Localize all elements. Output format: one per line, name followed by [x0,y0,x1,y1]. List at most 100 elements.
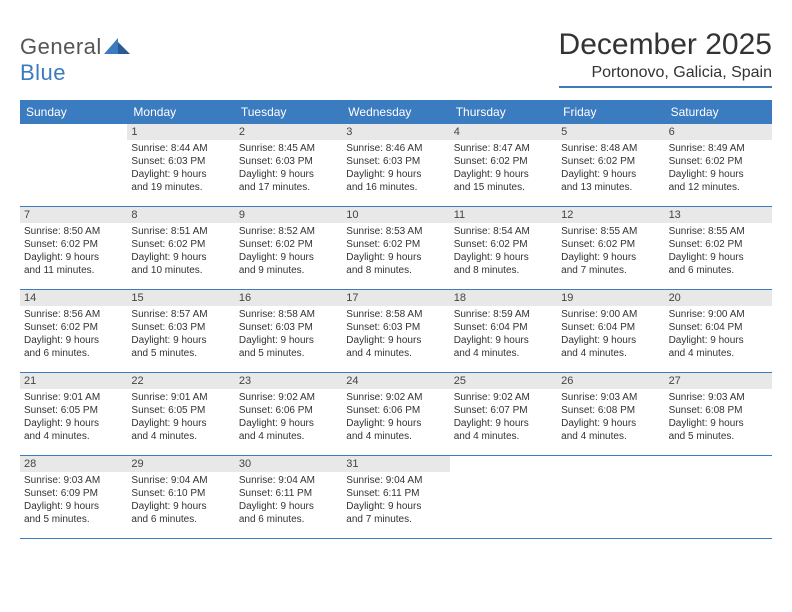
day-cell: 8Sunrise: 8:51 AMSunset: 6:02 PMDaylight… [127,207,234,285]
day-number: 4 [450,124,557,140]
day-number: 14 [20,290,127,306]
day-info-line: Daylight: 9 hours [561,168,660,181]
dow-thursday: Thursday [450,100,557,124]
brand-word2: Blue [20,60,66,85]
day-info-line: Sunrise: 9:02 AM [239,391,338,404]
day-number: 24 [342,373,449,389]
day-info-line: Sunset: 6:11 PM [239,487,338,500]
day-info-line: Sunrise: 8:47 AM [454,142,553,155]
day-info-line: Sunrise: 9:01 AM [131,391,230,404]
day-info-line: Sunset: 6:05 PM [24,404,123,417]
day-cell: 1Sunrise: 8:44 AMSunset: 6:03 PMDaylight… [127,124,234,202]
day-cell: 10Sunrise: 8:53 AMSunset: 6:02 PMDayligh… [342,207,449,285]
day-number: 15 [127,290,234,306]
day-number: 23 [235,373,342,389]
day-cell: 11Sunrise: 8:54 AMSunset: 6:02 PMDayligh… [450,207,557,285]
day-info-line: Daylight: 9 hours [346,334,445,347]
day-info-line: Sunset: 6:04 PM [669,321,768,334]
day-info-line: Sunrise: 9:04 AM [131,474,230,487]
day-number: 1 [127,124,234,140]
day-info-line: Sunset: 6:08 PM [561,404,660,417]
day-cell: 25Sunrise: 9:02 AMSunset: 6:07 PMDayligh… [450,373,557,451]
day-cell: 5Sunrise: 8:48 AMSunset: 6:02 PMDaylight… [557,124,664,202]
day-cell: 4Sunrise: 8:47 AMSunset: 6:02 PMDaylight… [450,124,557,202]
day-cell: 27Sunrise: 9:03 AMSunset: 6:08 PMDayligh… [665,373,772,451]
day-info-line: and 4 minutes. [346,347,445,360]
day-info-line: Sunrise: 8:45 AM [239,142,338,155]
day-info-line: Sunrise: 8:54 AM [454,225,553,238]
dow-friday: Friday [557,100,664,124]
day-cell: 29Sunrise: 9:04 AMSunset: 6:10 PMDayligh… [127,456,234,534]
day-info-line: Sunrise: 9:00 AM [561,308,660,321]
day-info-line: and 6 minutes. [131,513,230,526]
day-cell [557,456,664,534]
day-info-line: and 15 minutes. [454,181,553,194]
day-info-line: Sunrise: 8:49 AM [669,142,768,155]
day-info-line: and 9 minutes. [239,264,338,277]
dow-tuesday: Tuesday [235,100,342,124]
day-info-line: Sunrise: 8:55 AM [561,225,660,238]
day-info-line: and 5 minutes. [669,430,768,443]
day-info-line: and 5 minutes. [239,347,338,360]
day-info-line: Daylight: 9 hours [24,334,123,347]
day-info-line: Daylight: 9 hours [454,168,553,181]
day-info-line: Sunrise: 8:55 AM [669,225,768,238]
day-info-line: Sunset: 6:03 PM [346,321,445,334]
day-info-line: Sunrise: 9:04 AM [346,474,445,487]
dow-wednesday: Wednesday [342,100,449,124]
day-info-line: Sunset: 6:04 PM [561,321,660,334]
day-number: 12 [557,207,664,223]
day-info-line: and 10 minutes. [131,264,230,277]
day-info-line: Sunrise: 8:48 AM [561,142,660,155]
day-info-line: Sunset: 6:03 PM [131,321,230,334]
day-info-line: Daylight: 9 hours [24,251,123,264]
day-info-line: Daylight: 9 hours [669,417,768,430]
calendar-page: General Blue December 2025 Portonovo, Ga… [0,0,792,559]
day-cell: 13Sunrise: 8:55 AMSunset: 6:02 PMDayligh… [665,207,772,285]
day-number: 22 [127,373,234,389]
day-info-line: Sunrise: 8:56 AM [24,308,123,321]
day-info-line: Daylight: 9 hours [24,500,123,513]
day-cell: 19Sunrise: 9:00 AMSunset: 6:04 PMDayligh… [557,290,664,368]
day-info-line: Daylight: 9 hours [239,417,338,430]
day-number: 2 [235,124,342,140]
day-info-line: Sunrise: 8:58 AM [346,308,445,321]
day-info-line: Sunset: 6:08 PM [669,404,768,417]
day-number: 16 [235,290,342,306]
day-cell: 18Sunrise: 8:59 AMSunset: 6:04 PMDayligh… [450,290,557,368]
day-info-line: Sunrise: 9:01 AM [24,391,123,404]
day-cell: 2Sunrise: 8:45 AMSunset: 6:03 PMDaylight… [235,124,342,202]
day-of-week-header: Sunday Monday Tuesday Wednesday Thursday… [20,100,772,124]
day-info-line: Sunset: 6:02 PM [24,321,123,334]
day-number: 17 [342,290,449,306]
day-info-line: and 17 minutes. [239,181,338,194]
day-info-line: Sunset: 6:03 PM [131,155,230,168]
day-info-line: Sunset: 6:03 PM [239,155,338,168]
day-info-line: and 8 minutes. [454,264,553,277]
day-info-line: and 12 minutes. [669,181,768,194]
day-number: 10 [342,207,449,223]
day-info-line: and 6 minutes. [669,264,768,277]
location-label: Portonovo, Galicia, Spain [559,64,772,88]
day-info-line: Sunrise: 8:44 AM [131,142,230,155]
day-number: 29 [127,456,234,472]
day-info-line: Daylight: 9 hours [454,334,553,347]
day-info-line: Sunset: 6:04 PM [454,321,553,334]
day-info-line: Daylight: 9 hours [239,251,338,264]
day-info-line: Daylight: 9 hours [454,251,553,264]
day-info-line: Daylight: 9 hours [346,500,445,513]
day-info-line: Daylight: 9 hours [239,334,338,347]
day-cell [450,456,557,534]
day-info-line: and 8 minutes. [346,264,445,277]
day-cell: 7Sunrise: 8:50 AMSunset: 6:02 PMDaylight… [20,207,127,285]
day-info-line: Daylight: 9 hours [131,500,230,513]
day-info-line: and 4 minutes. [24,430,123,443]
calendar-grid: 1Sunrise: 8:44 AMSunset: 6:03 PMDaylight… [20,124,772,539]
day-info-line: and 4 minutes. [561,430,660,443]
day-info-line: and 4 minutes. [454,347,553,360]
day-info-line: Sunset: 6:06 PM [239,404,338,417]
day-cell: 15Sunrise: 8:57 AMSunset: 6:03 PMDayligh… [127,290,234,368]
day-cell: 9Sunrise: 8:52 AMSunset: 6:02 PMDaylight… [235,207,342,285]
day-info-line: and 16 minutes. [346,181,445,194]
day-info-line: Daylight: 9 hours [24,417,123,430]
